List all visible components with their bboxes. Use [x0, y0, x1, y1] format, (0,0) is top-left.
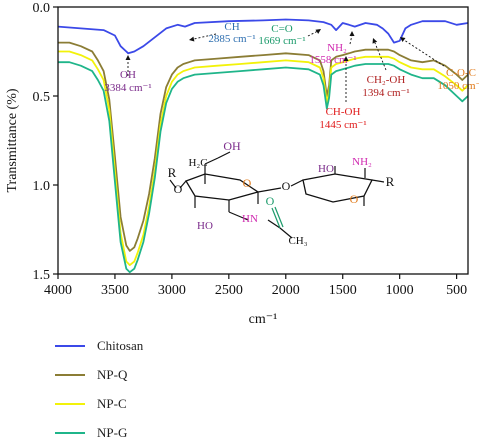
legend-item: NP-G: [55, 423, 127, 443]
annotation-arrowhead: [343, 56, 349, 61]
y-tick-label: 0.5: [33, 90, 51, 105]
annotation-arrowhead: [372, 38, 378, 44]
legend-label: Chitosan: [97, 338, 144, 353]
annotation-label: OH: [120, 69, 136, 81]
x-tick-label: 2500: [215, 283, 243, 298]
legend-swatch: [55, 432, 85, 434]
structure-label-hn: HN: [242, 213, 258, 225]
structure-label-oh-ch2: OH: [223, 139, 241, 153]
structure-ring-right: [302, 173, 373, 203]
axes-layer: 4000 3500 3000 2500 2000 1500 1000 500 0.0 0.5 1.0…: [5, 1, 469, 327]
x-tick-label: 4000: [44, 283, 72, 298]
legend-swatch: [55, 345, 85, 347]
y-tick-label: 1.0: [33, 179, 51, 194]
annotation-label: NH₂: [327, 42, 347, 54]
annotation-label: CH₂-OH: [367, 74, 406, 86]
annotation-label: 1445 cm⁻¹: [319, 119, 366, 131]
legend-label: NP-G: [97, 425, 128, 440]
x-axis-label: cm⁻¹: [249, 312, 278, 327]
x-tick-label: 500: [446, 283, 467, 298]
annotation-label: CH: [224, 21, 239, 33]
structure-label-h2c: H₂C: [188, 157, 207, 169]
annotation-leader: [374, 42, 387, 71]
annotation-arrowhead: [349, 31, 355, 36]
x-tick-label: 1500: [329, 283, 357, 298]
series-layer: [57, 18, 469, 274]
series-line-np-q: [58, 41, 469, 252]
annotation-arrowhead: [125, 55, 131, 60]
legend: Chitosan NP-Q NP-C NP-G: [55, 336, 255, 440]
legend-item: Chitosan: [55, 336, 143, 356]
annotation-leader: [349, 34, 353, 45]
series-line-np-g: [58, 61, 469, 274]
series-line-chitosan: [57, 18, 469, 55]
structure-label-nh2: NH₂: [352, 156, 372, 168]
y-axis-label: Transmittance (%): [5, 88, 20, 192]
structure-label-carbonyl-o: O: [266, 194, 275, 208]
x-tick-label: 2000: [272, 283, 300, 298]
structure-label-r-right: R: [386, 174, 395, 189]
annotation-label: 1050 cm⁻¹: [437, 80, 479, 92]
annotation-label: 3384 cm⁻¹: [104, 82, 151, 94]
annotation-label: 2885 cm⁻¹: [208, 33, 255, 45]
annotation-label: 1394 cm⁻¹: [362, 87, 409, 99]
annotation-label: 1669 cm⁻¹: [258, 35, 305, 47]
structure-label-bridge-o: O: [282, 179, 291, 193]
structure-label-o-left: O: [174, 182, 183, 196]
legend-label: NP-C: [97, 396, 127, 411]
structure-label-ho-2: HO: [318, 163, 334, 175]
annotation-label: 1558 cm⁻¹: [309, 54, 356, 66]
legend-item: NP-C: [55, 394, 127, 414]
legend-swatch: [55, 374, 85, 376]
y-tick-label: 1.5: [33, 268, 51, 283]
annotation-label: C=O: [271, 23, 293, 35]
annotation-label: CH-OH: [326, 106, 361, 118]
annotation-arrowhead: [189, 36, 195, 42]
annotation-leader: [307, 30, 319, 37]
x-tick-label: 3500: [101, 283, 129, 298]
structure-label-ch3: CH₃: [288, 235, 307, 247]
x-tick-label: 1000: [386, 283, 414, 298]
legend-label: NP-Q: [97, 367, 128, 382]
structure-label-ring-o-1: O: [243, 176, 252, 190]
structure-label-r-left: R: [168, 165, 177, 180]
annotation-arrowhead: [315, 29, 321, 34]
x-tick-label: 3000: [158, 283, 186, 298]
legend-swatch: [55, 403, 85, 405]
y-tick-label: 0.0: [33, 1, 51, 16]
annotation-arrowhead: [400, 37, 406, 42]
legend-item: NP-Q: [55, 365, 127, 385]
structure-label-ho-1: HO: [197, 220, 213, 232]
annotation-label: C-O-C: [446, 67, 476, 79]
plot-frame: [57, 6, 469, 275]
structure-label-ring-o-2: O: [350, 192, 359, 206]
